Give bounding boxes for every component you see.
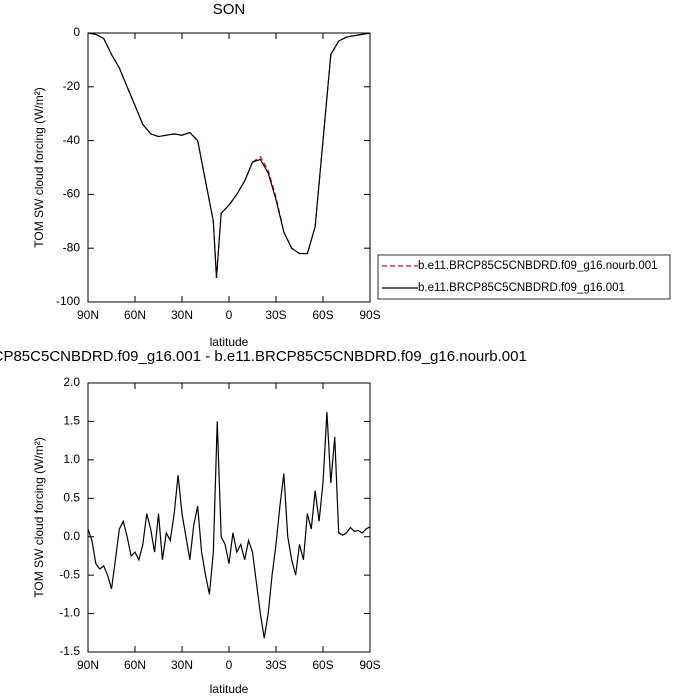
x-tick-label: 0 [226,658,233,672]
chart-title: SON [213,1,246,18]
x-axis-label: latitude [210,335,249,349]
x-tick-label: 30S [265,308,286,322]
legend-label: b.e11.BRCP85C5CNBDRD.f09_g16.nourb.001 [418,260,658,272]
plot-frame [87,382,371,653]
y-tick-label: -40 [63,133,81,147]
data-line [87,412,371,639]
y-tick-label: -0.5 [59,567,80,581]
x-tick-label: 30S [265,658,286,672]
x-tick-label: 60N [124,658,146,672]
data-line [87,32,371,278]
x-axis-label: latitude [210,682,249,696]
y-axis-label: TOM SW cloud forcing (W/m²) [32,437,46,597]
y-tick-label: -100 [56,294,80,308]
x-tick-label: 90N [77,658,99,672]
x-tick-label: 90S [359,658,380,672]
data-line [87,32,371,278]
x-tick-label: 90S [359,308,380,322]
chart-title: b.e11.BRCP85C5CNBDRD.f09_g16.001 - b.e11… [0,348,527,365]
x-tick-label: 30N [171,308,193,322]
x-tick-label: 60S [312,308,333,322]
y-tick-label: -20 [63,79,81,93]
x-tick-label: 0 [226,308,233,322]
y-tick-label: -80 [63,240,81,254]
y-tick-label: -1.0 [59,606,80,620]
y-tick-label: 0.5 [63,490,80,504]
plot-frame [87,32,371,303]
y-tick-label: 0 [73,25,80,39]
y-tick-label: 1.0 [63,452,80,466]
x-tick-label: 60S [312,658,333,672]
x-tick-label: 30N [171,658,193,672]
legend-label: b.e11.BRCP85C5CNBDRD.f09_g16.001 [418,282,625,294]
y-tick-label: -1.5 [59,644,80,658]
legend-box [377,254,671,300]
y-tick-label: -60 [63,187,81,201]
y-tick-label: 1.5 [63,414,80,428]
y-axis-label: TOM SW cloud forcing (W/m²) [32,87,46,247]
y-tick-label: 0.0 [63,529,80,543]
x-tick-label: 90N [77,308,99,322]
x-tick-label: 60N [124,308,146,322]
y-tick-label: 2.0 [63,375,80,389]
